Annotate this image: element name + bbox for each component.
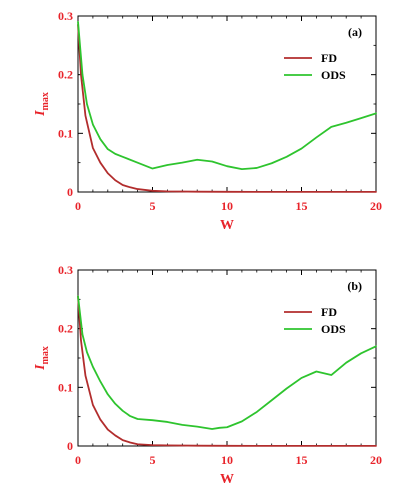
y-tick-label: 0.3 [58, 9, 73, 23]
series-line-fd [77, 23, 377, 193]
x-tick-label: 0 [75, 199, 81, 213]
y-tick-label: 0 [67, 185, 73, 199]
panel-label: (b) [347, 279, 362, 293]
y-axis-title-main: I [33, 110, 48, 117]
plot-frame [77, 269, 377, 447]
y-axis-title: Imax [33, 346, 51, 371]
y-tick-label: 0.2 [58, 68, 73, 82]
x-tick-label: 5 [150, 199, 156, 213]
y-axis-title-main: I [33, 364, 48, 371]
x-tick-label: 20 [370, 453, 382, 467]
chart-panel-a: 0 5 10 15 20 0 0.1 0.2 0.3 W Imax (a) FD ODS [33, 9, 382, 233]
x-tick-label: 15 [296, 453, 308, 467]
series-line-fd [77, 295, 377, 447]
y-tick-label: 0.3 [58, 263, 73, 277]
legend-label-ods: ODS [321, 68, 346, 82]
x-tick-label: 15 [296, 199, 308, 213]
y-tick-label: 0 [67, 439, 73, 453]
y-axis-title-sub: max [40, 92, 51, 110]
y-axis-title: Imax [33, 92, 51, 117]
y-tick-label: 0.1 [58, 126, 73, 140]
x-axis-title: W [220, 472, 234, 487]
y-axis-title-sub: max [40, 346, 51, 364]
chart-panel-b: 0 5 10 15 20 0 0.1 0.2 0.3 W Imax (b) FD ODS [33, 263, 382, 487]
series-line-ods [77, 295, 377, 430]
x-tick-label: 10 [221, 199, 233, 213]
x-axis-title: W [220, 218, 234, 233]
series-line-ods [77, 20, 377, 171]
legend-label-fd: FD [321, 305, 337, 319]
x-tick-label: 0 [75, 453, 81, 467]
x-tick-label: 20 [370, 199, 382, 213]
legend-label-ods: ODS [321, 322, 346, 336]
legend-label-fd: FD [321, 51, 337, 65]
y-tick-label: 0.1 [58, 380, 73, 394]
x-tick-label: 10 [221, 453, 233, 467]
x-tick-label: 5 [150, 453, 156, 467]
panel-label: (a) [348, 25, 362, 39]
y-tick-label: 0.2 [58, 322, 73, 336]
